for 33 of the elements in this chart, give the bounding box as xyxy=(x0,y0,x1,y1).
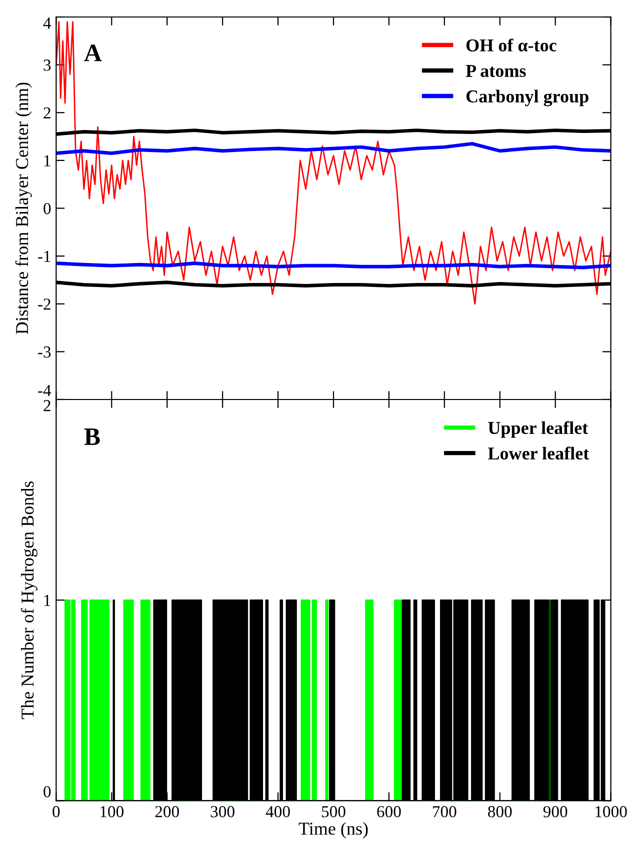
x-tick-label: 400 xyxy=(266,806,290,818)
annotation: B xyxy=(84,428,100,446)
y-tick-label: 2 xyxy=(44,107,50,118)
x-tick-label: 100 xyxy=(100,806,124,818)
y-tick-label: 1 xyxy=(44,155,50,166)
x-tick-label: 500 xyxy=(322,806,346,818)
y-tick-label: 0 xyxy=(44,202,51,214)
annotation: A xyxy=(84,44,102,62)
legend-label: OH of α-toc xyxy=(466,38,556,52)
y-tick-label: -3 xyxy=(38,346,51,358)
legend-label: Upper leaflet xyxy=(488,421,588,438)
y-tick-label: 0 xyxy=(44,786,51,798)
x-axis-title: Time (ns) xyxy=(298,822,368,838)
y-tick-label: 4 xyxy=(43,18,52,29)
legend-label: Lower leaflet xyxy=(488,446,590,460)
legend-label: P atoms xyxy=(466,64,526,77)
y-axis-title: Distance from Bilayer Center (nm) xyxy=(15,82,32,334)
x-tick-label: 300 xyxy=(210,806,234,818)
x-tick-label: 600 xyxy=(377,806,401,818)
y-tick-label: 1 xyxy=(44,594,50,606)
y-tick-label: 3 xyxy=(44,60,51,71)
x-tick-label: 200 xyxy=(155,806,179,818)
x-tick-label: 700 xyxy=(433,806,456,818)
y-tick-label: -4 xyxy=(38,384,52,396)
legend-label: Carbonyl group xyxy=(466,90,588,106)
y-tick-label: 2 xyxy=(44,400,50,412)
y-axis-title: The Number of Hydrogen Bonds xyxy=(20,481,38,720)
y-tick-label: -1 xyxy=(38,250,50,262)
x-tick-label: 800 xyxy=(488,806,512,818)
x-tick-label: 1000 xyxy=(596,806,627,818)
x-tick-label: 0 xyxy=(52,806,60,818)
x-tick-label: 900 xyxy=(543,806,568,818)
y-tick-label: -2 xyxy=(38,298,50,310)
